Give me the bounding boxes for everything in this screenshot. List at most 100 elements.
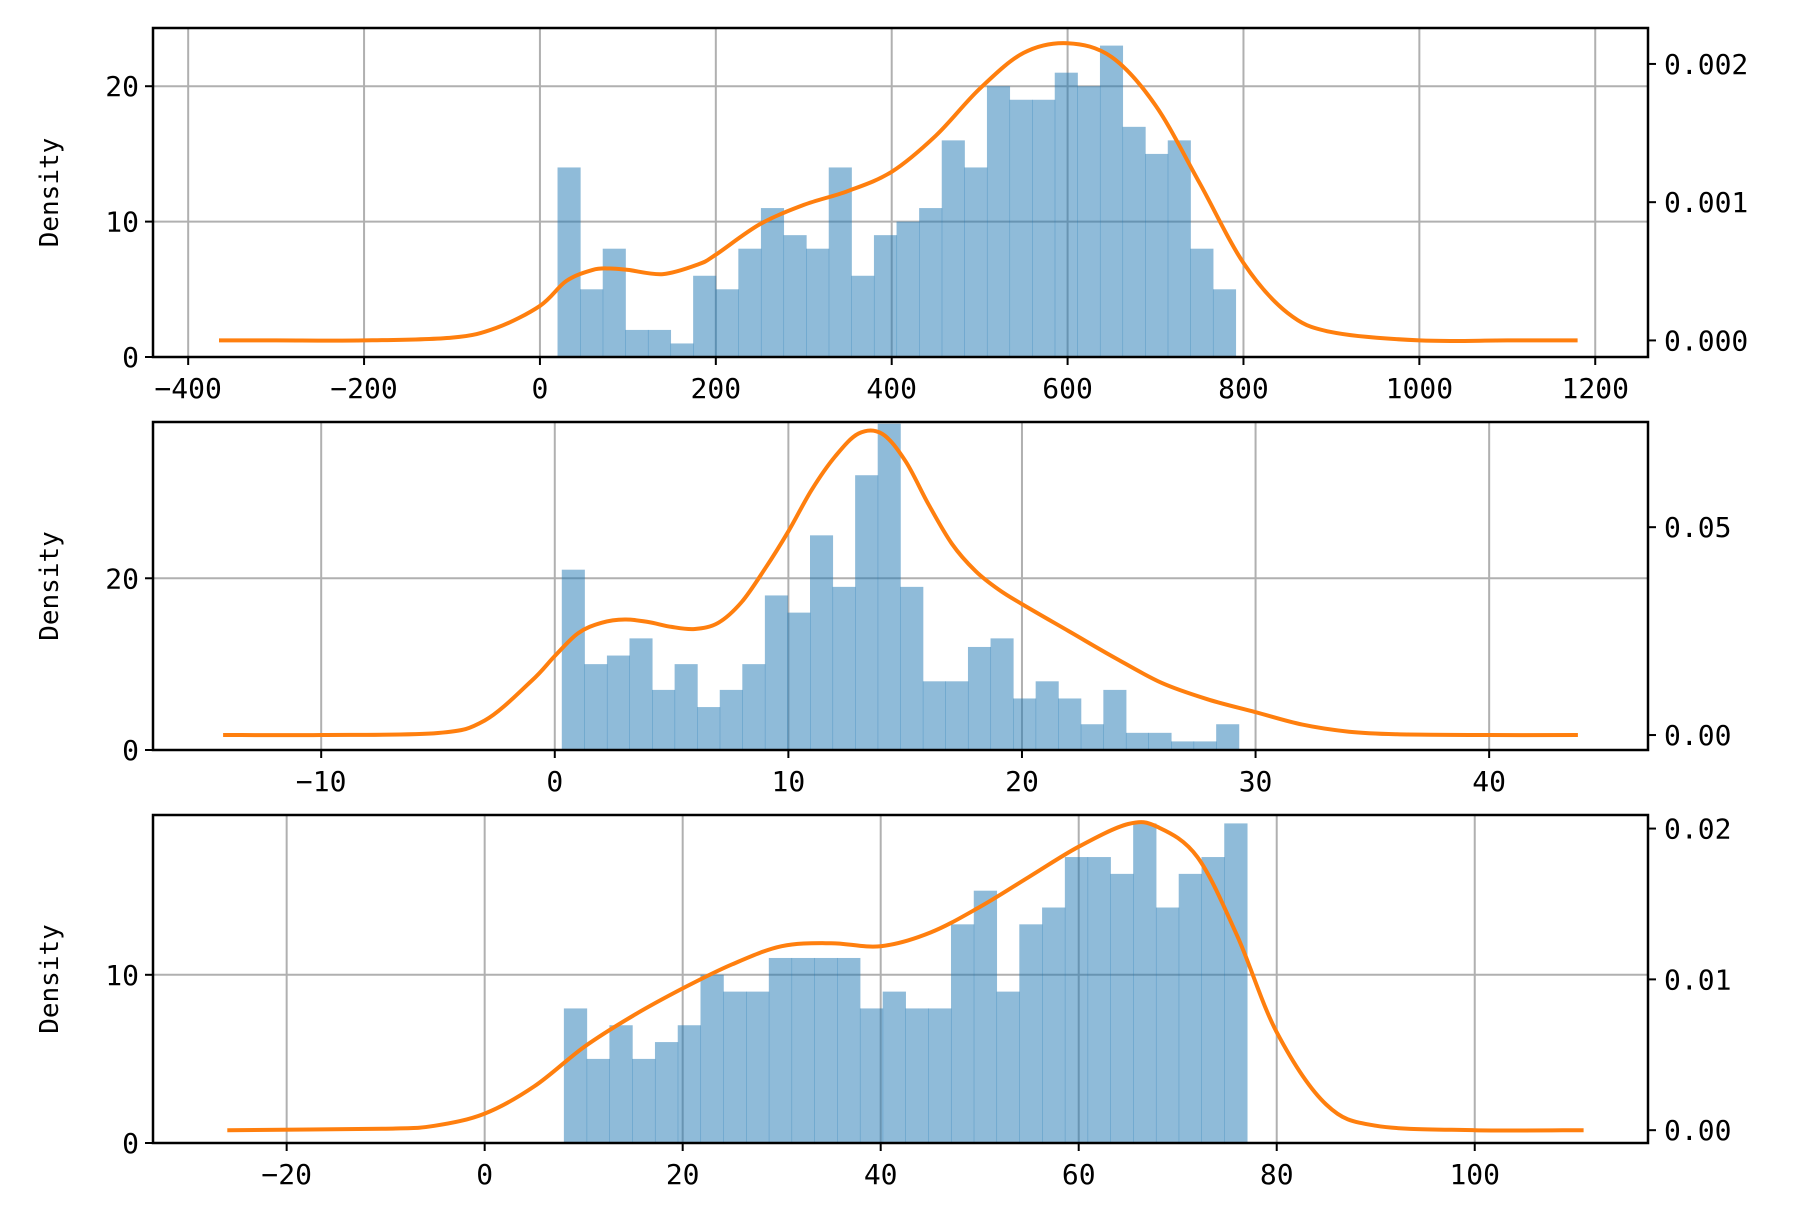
histogram-bar [1190,248,1214,357]
histogram-bar [806,248,830,357]
x-tick-label: 200 [691,372,742,405]
histogram-bar [768,957,793,1143]
subplot-1: −400 −200 0 200 400 600 800 1000 1200010200.0000… [35,26,1748,405]
x-tick-label: 0 [546,765,563,798]
histogram-bar [996,991,1020,1143]
y-axis-left: 0 20 [105,562,153,767]
y-tick-label: 20 [105,70,139,103]
histogram-bars [563,823,1248,1143]
y-axis-left: 0 10 20 [105,70,153,374]
y2-tick-label: 0.000 [1664,324,1748,357]
histogram-bar [609,1025,633,1143]
histogram-bar [1216,724,1240,750]
histogram-bar [810,535,834,750]
histogram-bar [1193,741,1217,750]
histogram-bar [1054,72,1078,357]
histogram-bar [973,890,998,1143]
histogram-bar [693,275,717,357]
y-tick-label: 10 [105,206,139,239]
subplot-3: −20 0 20 40 60 80 100 0 10 0.00 0.01 0.02 Density [35,813,1731,1191]
histogram-bar [832,586,856,750]
x-tick-label: −20 [261,1158,312,1191]
histogram-bar [738,248,762,357]
x-tick-label: 600 [1042,372,1093,405]
histogram-bar [1167,140,1191,357]
histogram-bar [1201,857,1225,1143]
histogram-bar [723,991,747,1143]
histogram-bar [1212,289,1237,357]
histogram-bar [602,248,626,357]
histogram-bar [1171,741,1195,750]
histogram-bar [945,681,969,750]
histogram-bar [1064,857,1089,1143]
x-tick-label: 0 [532,372,549,405]
axes-frame [151,26,1650,359]
histogram-bars [557,45,1237,357]
kde-density-line [219,41,1578,344]
y-axis-right: 0.00 0.01 0.02 [1648,813,1731,1147]
x-tick-label: 20 [1005,765,1039,798]
histogram-bar [677,1025,702,1143]
histogram-bar [1032,99,1056,357]
histogram-bar [783,235,807,357]
histogram-bar [563,1008,588,1143]
histogram-bar [1058,698,1082,750]
histogram-bar [760,208,785,357]
x-tick-label: −200 [330,372,397,405]
histogram-bar [1042,907,1066,1143]
y2-tick-label: 0.00 [1664,1114,1731,1147]
histogram-bar [837,957,861,1143]
histogram-bar [625,329,649,357]
x-tick-label: 400 [866,372,917,405]
histogram-bar [1019,924,1043,1143]
histogram-bar [1145,153,1169,357]
histogram-bar [715,289,739,357]
histogram-bar [1035,681,1059,750]
histogram-bar [1110,873,1134,1143]
y-axis-label: Density [35,924,65,1034]
histogram-bar [654,1042,679,1143]
histogram-bar [746,991,770,1143]
y-tick-label: 10 [105,959,139,992]
histogram-bar [919,208,943,357]
histogram-bar [900,586,924,750]
y2-tick-label: 0.002 [1664,48,1748,81]
kde-density-line [223,428,1578,738]
y-tick-label: 0 [122,734,139,767]
histogram-bar [791,957,815,1143]
histogram-bar [1077,86,1101,357]
y2-tick-label: 0.01 [1664,963,1731,996]
histogram-bars [561,423,1240,750]
histogram-bar [1133,823,1157,1143]
y-axis-right: 0.00 0.05 [1648,511,1731,752]
histogram-bar [1013,698,1037,750]
histogram-bar [967,646,992,750]
x-tick-label: 10 [772,765,806,798]
x-tick-label: 30 [1239,765,1273,798]
histogram-bar [674,664,698,750]
histogram-bar [814,957,838,1143]
x-tick-label: −10 [296,765,347,798]
y2-tick-label: 0.00 [1664,719,1731,752]
histogram-bar [580,289,604,357]
axes-frame [151,420,1650,752]
histogram-bar [905,1008,929,1143]
x-tick-label: 1000 [1386,372,1453,405]
histogram-bar [697,707,721,750]
histogram-bar [1103,689,1127,750]
histogram-bar [584,664,608,750]
histogram-bar [1009,99,1033,357]
y-axis-right: 0.000 0.001 0.002 [1648,48,1748,357]
x-tick-label: 100 [1449,1158,1500,1191]
y-axis-label: Density [35,531,65,641]
x-tick-label: 0 [476,1158,493,1191]
x-tick-label: 800 [1218,372,1269,405]
histogram-bar [855,475,879,750]
histogram-bar [557,167,581,357]
histogram-bar [700,974,724,1143]
histogram-bar [719,689,743,750]
x-tick-label: −400 [154,372,221,405]
histogram-bar [1080,724,1104,750]
y-axis-label: Density [35,138,65,248]
histogram-bar [928,1008,952,1143]
